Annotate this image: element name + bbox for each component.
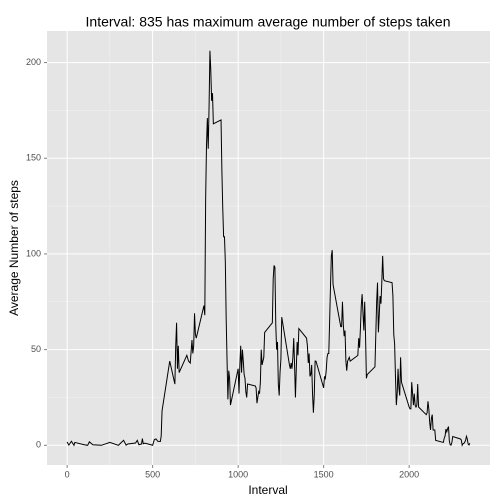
y-tick-label: 200 [26, 57, 41, 67]
y-axis-label: Average Number of steps [7, 180, 21, 316]
x-tick-label: 2000 [399, 469, 419, 479]
x-axis-label: Interval [248, 483, 287, 497]
panel [47, 31, 490, 465]
y-tick-label: 150 [26, 153, 41, 163]
y-tick-label: 100 [26, 248, 41, 258]
x-tick-label: 500 [145, 469, 160, 479]
chart-title: Interval: 835 has maximum average number… [86, 14, 451, 30]
y-tick-label: 50 [31, 344, 41, 354]
x-tick-label: 1000 [228, 469, 248, 479]
x-tick-label: 0 [65, 469, 70, 479]
x-tick-label: 1500 [314, 469, 334, 479]
y-tick-label: 0 [36, 440, 41, 450]
line [66, 50, 471, 447]
